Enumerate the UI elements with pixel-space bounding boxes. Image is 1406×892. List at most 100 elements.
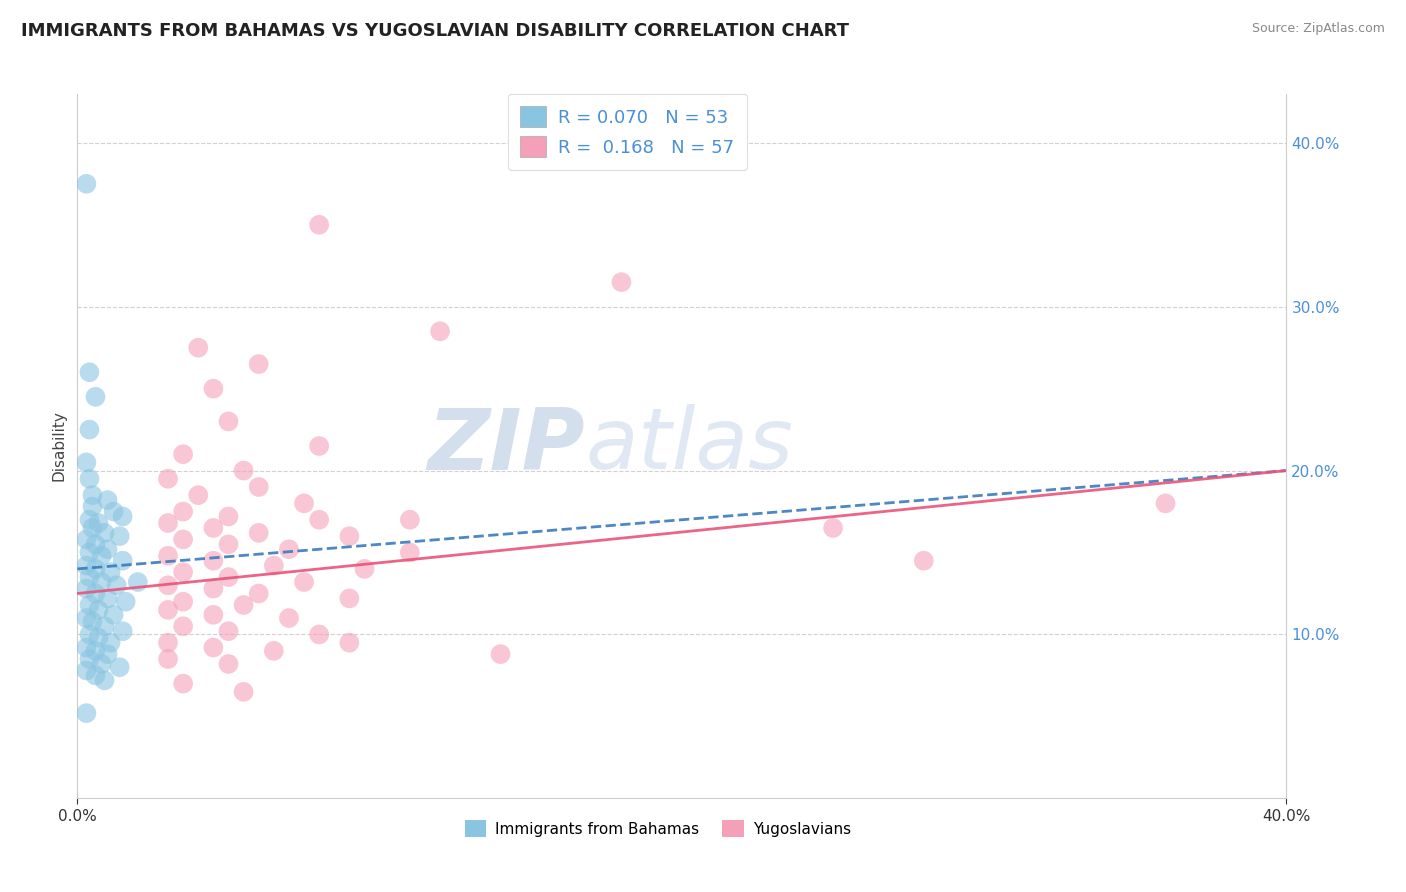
Point <box>75 533 97 547</box>
Point <box>1154 496 1177 510</box>
Point <box>157 578 180 592</box>
Point <box>84 644 107 658</box>
Point <box>90 574 112 589</box>
Point <box>100 635 122 649</box>
Point <box>103 504 125 518</box>
Point <box>100 565 122 579</box>
Point <box>172 533 194 547</box>
Point <box>202 554 225 568</box>
Point <box>247 480 270 494</box>
Point <box>90 657 112 671</box>
Point <box>308 218 330 232</box>
Point <box>157 549 180 563</box>
Point <box>96 542 118 557</box>
Point <box>157 635 180 649</box>
Point <box>111 554 134 568</box>
Point <box>610 275 633 289</box>
Point <box>108 529 131 543</box>
Point <box>111 624 134 639</box>
Point <box>108 660 131 674</box>
Point <box>79 365 101 379</box>
Point <box>111 509 134 524</box>
Point <box>93 525 115 540</box>
Point <box>202 582 225 596</box>
Point <box>79 472 101 486</box>
Point <box>218 657 240 671</box>
Point <box>232 464 254 478</box>
Point <box>87 631 110 645</box>
Point <box>87 516 110 530</box>
Point <box>353 562 375 576</box>
Point <box>93 673 115 688</box>
Point <box>187 341 209 355</box>
Point <box>75 611 97 625</box>
Point <box>489 647 512 661</box>
Point <box>93 619 115 633</box>
Point <box>79 627 101 641</box>
Point <box>75 582 97 596</box>
Point <box>84 668 107 682</box>
Point <box>263 558 285 573</box>
Point <box>339 635 360 649</box>
Point <box>79 652 101 666</box>
Point <box>82 521 104 535</box>
Point <box>157 652 180 666</box>
Point <box>96 647 118 661</box>
Point <box>90 549 112 563</box>
Point <box>339 529 360 543</box>
Text: IMMIGRANTS FROM BAHAMAS VS YUGOSLAVIAN DISABILITY CORRELATION CHART: IMMIGRANTS FROM BAHAMAS VS YUGOSLAVIAN D… <box>21 22 849 40</box>
Point <box>912 554 935 568</box>
Point <box>82 615 104 629</box>
Point <box>157 472 180 486</box>
Point <box>79 545 101 559</box>
Y-axis label: Disability: Disability <box>51 410 66 482</box>
Point <box>218 624 240 639</box>
Point <box>127 574 149 589</box>
Point <box>157 603 180 617</box>
Point <box>96 493 118 508</box>
Point <box>172 565 194 579</box>
Point <box>79 513 101 527</box>
Point <box>399 513 422 527</box>
Point <box>308 627 330 641</box>
Point <box>105 578 128 592</box>
Legend: Immigrants from Bahamas, Yugoslavians: Immigrants from Bahamas, Yugoslavians <box>458 814 858 844</box>
Point <box>114 595 136 609</box>
Point <box>218 570 240 584</box>
Point <box>821 521 844 535</box>
Point <box>247 357 270 371</box>
Point <box>79 423 101 437</box>
Point <box>172 595 194 609</box>
Point <box>172 447 194 461</box>
Point <box>292 574 315 589</box>
Point <box>172 619 194 633</box>
Point <box>103 607 125 622</box>
Point <box>308 513 330 527</box>
Point <box>75 177 97 191</box>
Point <box>278 611 301 625</box>
Point <box>79 570 101 584</box>
Point <box>218 537 240 551</box>
Point <box>75 664 97 678</box>
Text: atlas: atlas <box>585 404 793 488</box>
Point <box>247 586 270 600</box>
Point <box>84 586 107 600</box>
Point <box>79 598 101 612</box>
Point <box>429 324 451 338</box>
Point <box>82 500 104 514</box>
Point <box>172 676 194 690</box>
Point <box>96 591 118 606</box>
Point <box>202 607 225 622</box>
Point <box>339 591 360 606</box>
Text: Source: ZipAtlas.com: Source: ZipAtlas.com <box>1251 22 1385 36</box>
Point <box>84 390 107 404</box>
Point <box>232 685 254 699</box>
Point <box>75 640 97 655</box>
Point <box>278 542 301 557</box>
Point <box>75 706 97 720</box>
Point <box>202 521 225 535</box>
Point <box>308 439 330 453</box>
Point <box>292 496 315 510</box>
Point <box>75 558 97 573</box>
Point <box>84 562 107 576</box>
